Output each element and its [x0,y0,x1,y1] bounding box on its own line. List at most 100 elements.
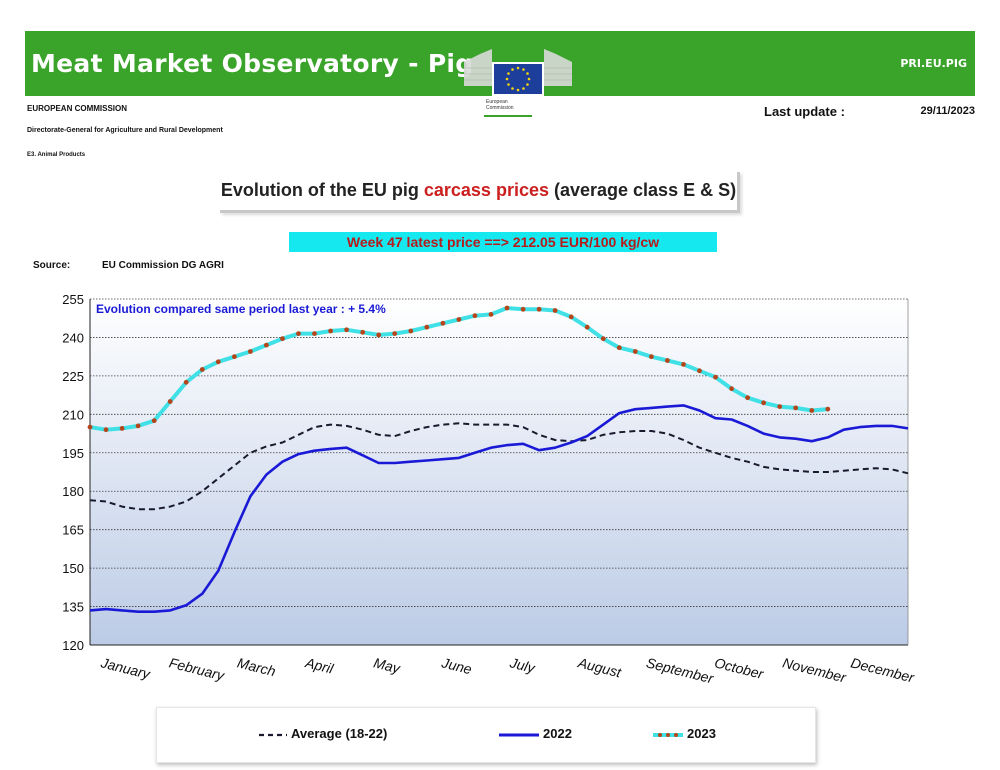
series-2023-point [616,345,622,351]
y-tick-label: 165 [62,523,84,538]
series-2023-point [87,424,93,430]
x-tick-label: August [576,654,624,681]
y-tick-label: 225 [62,369,84,384]
chart-title-suffix: (average class E & S) [548,180,737,200]
org-name: EUROPEAN COMMISSION [27,104,128,113]
series-2023-point [215,359,221,365]
y-tick-label: 150 [62,561,84,576]
chart-title-highlight: carcass prices [423,180,549,200]
series-2023-point [296,331,301,336]
series-2023-point [440,320,446,326]
x-tick-label: June [439,654,474,677]
y-tick-label: 180 [62,484,84,499]
directorate-name: Directorate-General for Agriculture and … [27,127,223,134]
series-2023-point [248,349,253,354]
series-2023-point [232,354,237,360]
series-2023-point [328,328,333,334]
series-2023-point [344,327,349,333]
series-2023-point [376,332,382,338]
series-2023-point [600,336,606,342]
y-tick-label: 210 [62,407,84,422]
chart-title-box: Evolution of the EU pig carcass prices (… [220,172,740,213]
plot-area [90,299,908,645]
latest-price-banner: Week 47 latest price ==> 212.05 EUR/100 … [289,232,717,252]
legend-item-average: Average (18-22) [257,726,387,741]
x-tick-label: October [713,654,766,682]
series-2023-point [167,399,173,404]
series-2023-point [681,362,686,367]
series-2023-point [520,306,526,312]
series-2022-line [89,404,909,614]
series-2023-point [665,358,670,363]
series-2023-point [280,336,285,342]
y-tick-label: 240 [62,330,84,345]
y-tick-label: 135 [62,600,84,615]
chart-title-prefix: Evolution of the EU pig [220,180,424,200]
series-2023-point [632,349,638,354]
last-update-label: Last update : [764,104,845,119]
series-2023-point [697,368,702,374]
legend-label-2023: 2023 [687,726,716,741]
x-tick-label: February [168,654,227,683]
source-label: Source: [33,260,71,271]
series-2023-point [793,405,799,411]
series-2023-point [199,367,205,372]
x-tick-label: July [507,654,537,676]
series-2023-point [456,317,462,322]
series-2023-point [424,324,430,330]
series-2023-point [408,328,414,334]
unit-name: E3. Animal Products [27,152,86,158]
series-2023-point [264,342,269,348]
series-2023-point [825,406,831,412]
report-code: PRI.EU.PIG [900,57,967,70]
x-tick-label: January [98,654,152,682]
series-2023-point [504,305,510,311]
series-2023-point [729,386,734,392]
y-tick-label: 195 [62,446,84,461]
legend-swatch-average [259,733,287,736]
series-2023-point [777,404,783,409]
chart-title: Evolution of the EU pig carcass prices (… [220,180,737,201]
series-2023-point [745,395,750,401]
series-2023-point [472,313,478,319]
series-2023-point [392,331,398,336]
series-2023-point [312,331,317,336]
page-title: Meat Market Observatory - Pig [31,49,474,78]
series-2023-point [552,308,558,313]
x-tick-label: May [372,654,403,676]
y-tick-label: 255 [62,292,84,307]
svg-text:Commission: Commission [486,105,514,111]
series-2023-point [103,427,109,433]
series-2023-point [809,408,815,413]
source-value: EU Commission DG AGRI [102,260,224,271]
legend-swatch-2022 [499,733,539,737]
x-tick-label: December [849,654,917,685]
series-average-line [89,422,909,511]
series-2023-point [488,312,494,317]
series-2023-point [119,426,125,431]
series-2023-point [183,379,189,385]
series-2023-point [649,354,654,360]
chart-annotation: Evolution compared same period last year… [96,302,386,316]
legend-item-2023: 2023 [651,726,716,741]
series-2023-point [568,314,574,320]
legend-item-2022: 2022 [497,726,572,741]
x-tick-label: April [303,654,336,677]
series-2023-point [761,400,766,406]
series-2023-point [135,423,141,429]
svg-text:European: European [486,99,508,105]
series-2023-point [584,324,590,330]
series-2023-point [360,329,366,335]
european-commission-logo: European Commission [464,49,572,117]
chart-legend: Average (18-22) 2022 2023 [156,707,816,763]
legend-swatch-2023 [653,732,683,737]
legend-label-2022: 2022 [543,726,572,741]
x-tick-label: March [236,654,278,679]
series-2023-point [151,418,157,424]
series-2023-point [713,374,718,380]
series-2023-point [536,306,542,312]
y-tick-label: 120 [62,638,84,653]
legend-label-average: Average (18-22) [291,726,388,741]
x-tick-label: September [645,654,717,686]
